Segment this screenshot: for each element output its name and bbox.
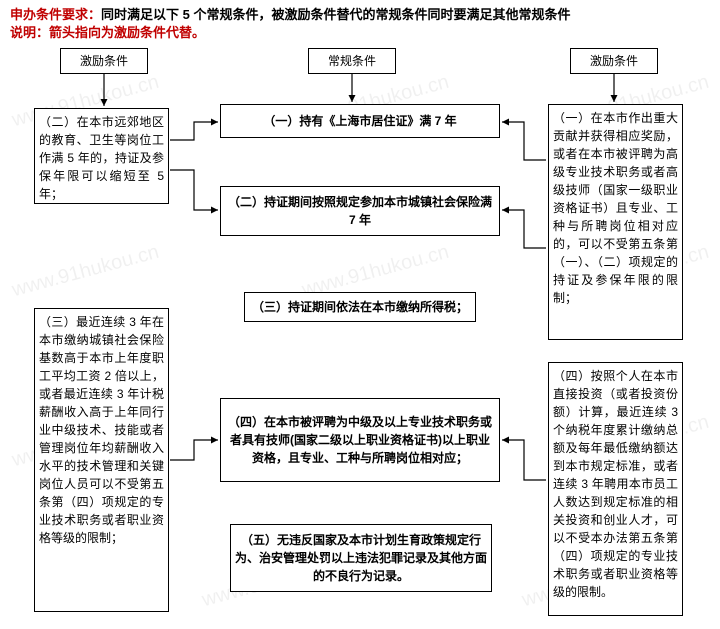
header-rest: 同时满足以下 5 个常规条件，被激励条件替代的常规条件同时要满足其他常规条件 <box>101 7 570 22</box>
left-box-2: （二）在本市远郊地区的教育、卫生等岗位工作满 5 年的，持证及参保年限可以缩短至… <box>34 108 169 204</box>
right-box-4: （四）按照个人在本市直接投资（或者投资份额）计算，最近连续 3 个纳税年度累计缴… <box>548 362 683 616</box>
center-c2: （二）持证期间按照规定参加本市城镇社会保险满 7 年 <box>220 186 500 236</box>
label-incentive-left: 激励条件 <box>60 48 148 74</box>
header-note: 说明：箭头指向为激励条件代替。 <box>10 24 710 42</box>
center-c5: （五）无违反国家及本市计划生育政策规定行为、治安管理处罚以上违法犯罪记录及其他方… <box>230 524 492 592</box>
left-box-3: （三）最近连续 3 年在本市缴纳城镇社会保险基数高于本市上年度职工平均工资 2 … <box>34 308 169 612</box>
center-c3: （三）持证期间依法在本市缴纳所得税； <box>244 292 476 322</box>
center-c1: （一）持有《上海市居住证》满 7 年 <box>220 104 500 138</box>
watermark: www.91hukou.cn <box>10 241 162 302</box>
label-regular: 常规条件 <box>308 48 396 74</box>
label-incentive-right: 激励条件 <box>570 48 658 74</box>
header-prefix: 申办条件要求： <box>10 7 101 22</box>
center-c4: （四）在本市被评聘为中级及以上专业技术职务或者具有技师(国家二级以上职业资格证书… <box>220 398 500 482</box>
right-box-1: （一）在本市作出重大贡献并获得相应奖励，或者在本市被评聘为高级专业技术职务或者高… <box>548 104 683 340</box>
